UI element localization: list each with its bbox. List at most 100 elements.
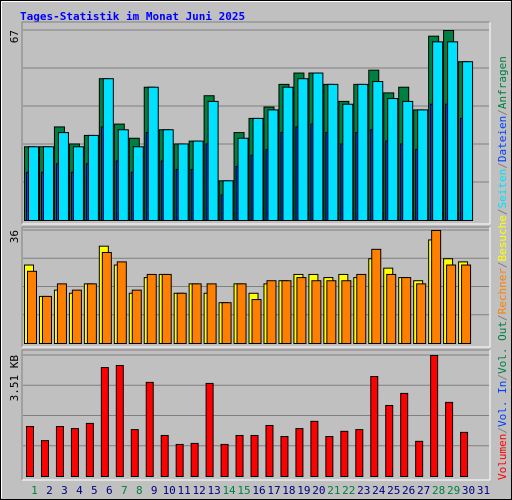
x-tick-label: 24 <box>372 484 386 497</box>
bar <box>55 426 64 478</box>
legend-separator: / <box>496 208 509 215</box>
bar <box>430 355 439 477</box>
x-tick-label: 16 <box>252 484 265 497</box>
bar <box>355 429 364 478</box>
bar <box>131 289 142 344</box>
legend-entry: Besuche <box>496 215 509 261</box>
bar <box>416 283 427 345</box>
bar <box>265 424 274 478</box>
bar <box>446 264 457 344</box>
bar <box>220 443 229 478</box>
bar <box>161 273 172 345</box>
bar <box>192 140 204 221</box>
x-tick-label: 5 <box>91 484 98 497</box>
bar <box>415 440 424 478</box>
bar <box>85 422 94 477</box>
x-tick-label: 21 <box>327 484 340 497</box>
x-tick-label: 25 <box>387 484 400 497</box>
bar <box>117 129 129 222</box>
bar <box>100 367 109 477</box>
bar <box>26 426 34 478</box>
bar <box>417 109 429 221</box>
x-tick-label: 30 <box>462 484 475 497</box>
bar <box>27 270 37 344</box>
x-tick-label: 13 <box>207 484 220 497</box>
bar <box>326 280 337 345</box>
bar <box>132 146 144 222</box>
bar <box>190 442 199 477</box>
bar <box>102 78 114 221</box>
bar <box>130 429 139 478</box>
bar <box>72 146 84 222</box>
bar <box>207 100 219 221</box>
bar <box>115 364 124 478</box>
bar <box>267 109 279 221</box>
bar <box>311 280 322 345</box>
bar <box>56 283 67 345</box>
bar <box>191 283 202 345</box>
bar <box>431 230 442 344</box>
legend-entry: Dateien <box>496 116 509 162</box>
x-tick-label: 11 <box>178 484 191 497</box>
bar <box>236 283 247 345</box>
bar <box>327 83 339 221</box>
x-tick-label: 1 <box>31 484 38 497</box>
bar <box>370 376 379 478</box>
x-tick-label: 22 <box>342 484 355 497</box>
x-tick-label: 9 <box>151 484 158 497</box>
bar <box>116 261 127 344</box>
x-tick-label: 14 <box>222 484 236 497</box>
legend-entry: Rechner <box>496 268 509 315</box>
x-tick-label: 3 <box>61 484 68 497</box>
bar <box>386 273 397 345</box>
bar <box>356 273 367 345</box>
x-tick-label: 23 <box>357 484 370 497</box>
bar <box>42 146 54 222</box>
bar <box>177 143 189 221</box>
bar <box>460 431 469 477</box>
bar <box>281 280 292 345</box>
bar <box>400 392 409 477</box>
bar <box>342 103 354 221</box>
y-tick-label: 36 <box>8 230 21 243</box>
x-tick-label: 15 <box>237 484 250 497</box>
legend-separator: / <box>496 109 509 116</box>
bar <box>371 248 382 344</box>
chart-title: Tages-Statistik im Monat Juni 2025 <box>20 10 245 23</box>
legend-separator: / <box>496 374 509 381</box>
bar <box>251 299 262 344</box>
bar <box>57 132 69 221</box>
bar <box>385 404 394 477</box>
x-tick-label: 12 <box>193 484 206 497</box>
bar <box>250 434 259 477</box>
bar <box>71 289 82 344</box>
legend-entry: Seiten <box>496 169 509 209</box>
bar <box>266 280 277 345</box>
bar <box>237 137 249 222</box>
legend-entry: Volumen <box>496 434 509 480</box>
x-tick-label: 27 <box>417 484 430 497</box>
bar <box>41 295 52 344</box>
x-tick-label: 26 <box>402 484 415 497</box>
bar <box>175 443 184 478</box>
bar <box>221 302 232 345</box>
bar <box>252 117 264 221</box>
x-tick-label: 10 <box>163 484 176 497</box>
bar <box>462 61 474 221</box>
legend-separator: / <box>496 162 509 169</box>
bar <box>401 277 412 345</box>
bar <box>280 436 289 477</box>
bar <box>87 134 99 221</box>
bar <box>325 436 334 477</box>
bar <box>296 277 307 345</box>
x-tick-label: 2 <box>46 484 53 497</box>
x-tick-label: 20 <box>312 484 325 497</box>
bar <box>445 401 454 477</box>
x-tick-label: 17 <box>267 484 280 497</box>
y-tick-label: 3.51 KB <box>8 355 21 402</box>
bar <box>176 292 187 344</box>
bar <box>340 430 349 477</box>
bar <box>146 273 157 345</box>
x-tick-label: 6 <box>106 484 113 497</box>
